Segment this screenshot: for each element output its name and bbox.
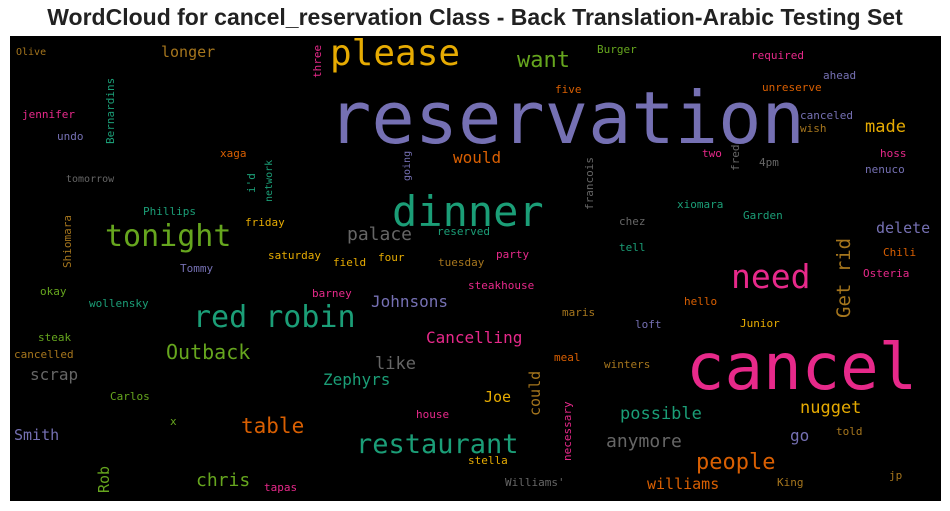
- word-id: i'd: [245, 173, 258, 193]
- word-burger: Burger: [597, 43, 637, 56]
- word-possible: possible: [620, 404, 702, 424]
- word-chris: chris: [196, 470, 251, 491]
- word-carlos: Carlos: [110, 390, 150, 403]
- word-party: party: [496, 248, 530, 261]
- word-going: going: [402, 150, 413, 181]
- word-bernardins: Bernardins: [104, 77, 117, 144]
- word-x: x: [170, 415, 177, 428]
- word-joe: Joe: [484, 388, 512, 406]
- word-friday: friday: [245, 216, 285, 229]
- word-wish: wish: [800, 122, 827, 135]
- word-jp: jp: [889, 469, 903, 482]
- word-winters: winters: [604, 358, 651, 371]
- word-canceled: canceled: [800, 109, 853, 122]
- word-nenuco: nenuco: [865, 163, 905, 176]
- word-maris: maris: [562, 306, 596, 319]
- word-network: network: [264, 159, 275, 202]
- word-three: three: [311, 44, 324, 78]
- word-stella: stella: [468, 454, 508, 467]
- word-scrap: scrap: [30, 365, 79, 384]
- word-williams-apostrophe: Williams': [505, 476, 565, 489]
- word-necessary: necessary: [561, 401, 574, 461]
- word-table: table: [241, 414, 305, 438]
- word-xiomara: xiomara: [677, 198, 724, 211]
- word-longer: longer: [161, 43, 216, 61]
- word-cloud: reservation cancel dinner please tonight…: [10, 36, 941, 501]
- word-steakhouse: steakhouse: [468, 279, 535, 292]
- word-steak: steak: [38, 331, 72, 344]
- word-hoss: hoss: [880, 147, 907, 160]
- word-williams: williams: [647, 475, 720, 493]
- word-restaurant: restaurant: [356, 429, 519, 460]
- word-cancelled: cancelled: [14, 348, 74, 361]
- word-loft: loft: [635, 318, 662, 331]
- word-four: four: [378, 251, 405, 264]
- word-tommy: Tommy: [180, 262, 214, 275]
- word-francois: francois: [583, 157, 596, 210]
- word-chez: chez: [619, 215, 646, 228]
- word-chili: Chili: [883, 246, 917, 259]
- word-fred: fred: [729, 144, 742, 172]
- word-jennifer: jennifer: [22, 108, 75, 121]
- word-please: please: [330, 36, 461, 74]
- word-barney: barney: [312, 287, 352, 300]
- word-two: two: [702, 147, 722, 160]
- word-tapas: tapas: [264, 481, 298, 494]
- word-people: people: [696, 450, 776, 475]
- word-king: King: [777, 476, 804, 489]
- word-cancel: cancel: [686, 331, 918, 405]
- word-tomorrow: tomorrow: [66, 174, 115, 185]
- word-hello: hello: [684, 295, 718, 308]
- word-unreserve: unreserve: [762, 81, 822, 94]
- word-saturday: saturday: [268, 249, 321, 262]
- word-junior: Junior: [740, 317, 780, 330]
- word-made: made: [865, 117, 906, 137]
- word-go: go: [790, 426, 810, 445]
- word-tell: tell: [619, 241, 646, 254]
- word-need: need: [731, 257, 811, 296]
- word-house: house: [416, 408, 450, 421]
- word-like: like: [375, 354, 416, 374]
- word-garden: Garden: [743, 209, 783, 222]
- word-nugget: nugget: [800, 398, 862, 418]
- word-red-robin: red robin: [193, 300, 356, 335]
- word-tuesday: tuesday: [438, 256, 485, 269]
- word-outback: Outback: [166, 340, 251, 364]
- word-get-rid: Get rid: [833, 237, 855, 318]
- word-meal: meal: [554, 351, 581, 364]
- word-shiomara: Shiomara: [61, 215, 74, 268]
- word-could: could: [526, 370, 544, 416]
- word-cancelling: Cancelling: [426, 328, 523, 347]
- word-okay: okay: [40, 285, 67, 298]
- word-smith: Smith: [14, 426, 60, 444]
- word-wollensky: wollensky: [89, 297, 149, 310]
- word-xaga: xaga: [220, 147, 247, 160]
- word-reservation: reservation: [328, 76, 805, 160]
- word-want: want: [517, 48, 570, 73]
- word-told: told: [836, 425, 863, 438]
- word-rob: Rob: [95, 465, 113, 493]
- word-4pm: 4pm: [759, 156, 779, 169]
- word-field: field: [333, 256, 367, 269]
- word-reserved: reserved: [437, 225, 490, 238]
- word-dinner: dinner: [392, 187, 544, 236]
- word-johnsons: Johnsons: [371, 292, 449, 311]
- word-tonight: tonight: [105, 219, 232, 254]
- word-required: required: [751, 49, 804, 62]
- word-undo: undo: [57, 130, 84, 143]
- word-delete: delete: [876, 219, 931, 237]
- word-five: five: [555, 83, 582, 96]
- word-would: would: [453, 148, 502, 167]
- word-phillips: Phillips: [143, 205, 196, 218]
- chart-title: WordCloud for cancel_reservation Class -…: [47, 4, 903, 30]
- word-olive: Olive: [16, 47, 47, 58]
- word-osteria: Osteria: [863, 267, 910, 280]
- word-anymore: anymore: [606, 431, 682, 452]
- word-palace: palace: [347, 224, 413, 245]
- word-ahead: ahead: [823, 69, 857, 82]
- word-zephyrs: Zephyrs: [323, 370, 391, 389]
